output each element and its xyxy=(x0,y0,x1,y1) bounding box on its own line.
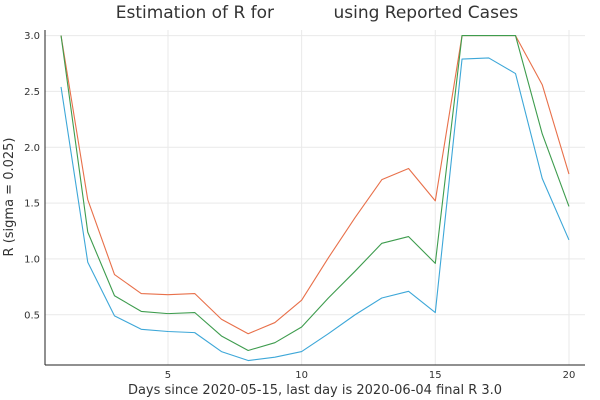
series-line-2 xyxy=(60,35,570,335)
y-tick-label: 0.5 xyxy=(24,310,40,321)
y-tick-label: 2.0 xyxy=(24,143,40,154)
y-tick-label: 1.5 xyxy=(24,199,40,210)
series-line-1 xyxy=(60,57,570,362)
x-tick-labels: 5 10 15 20 xyxy=(165,370,576,381)
y-tick-labels: 0.5 1.0 1.5 2.0 2.5 3.0 xyxy=(24,31,40,321)
series-line-3 xyxy=(60,35,570,352)
y-axis-label: R (sigma = 0.025) xyxy=(2,138,17,257)
x-tick-label: 15 xyxy=(429,370,442,381)
x-axis-label: Days since 2020-05-15, last day is 2020-… xyxy=(128,383,502,398)
x-tick-label: 5 xyxy=(165,370,171,381)
y-tick-label: 1.0 xyxy=(24,254,40,265)
grid-lines xyxy=(45,30,585,365)
series-lines xyxy=(60,35,570,362)
axes xyxy=(44,30,585,366)
x-tick-label: 10 xyxy=(295,370,308,381)
y-tick-label: 3.0 xyxy=(24,31,40,42)
x-tick-label: 20 xyxy=(563,370,576,381)
y-tick-label: 2.5 xyxy=(24,87,40,98)
chart-title: Estimation of R for using Reported Cases xyxy=(116,3,519,23)
